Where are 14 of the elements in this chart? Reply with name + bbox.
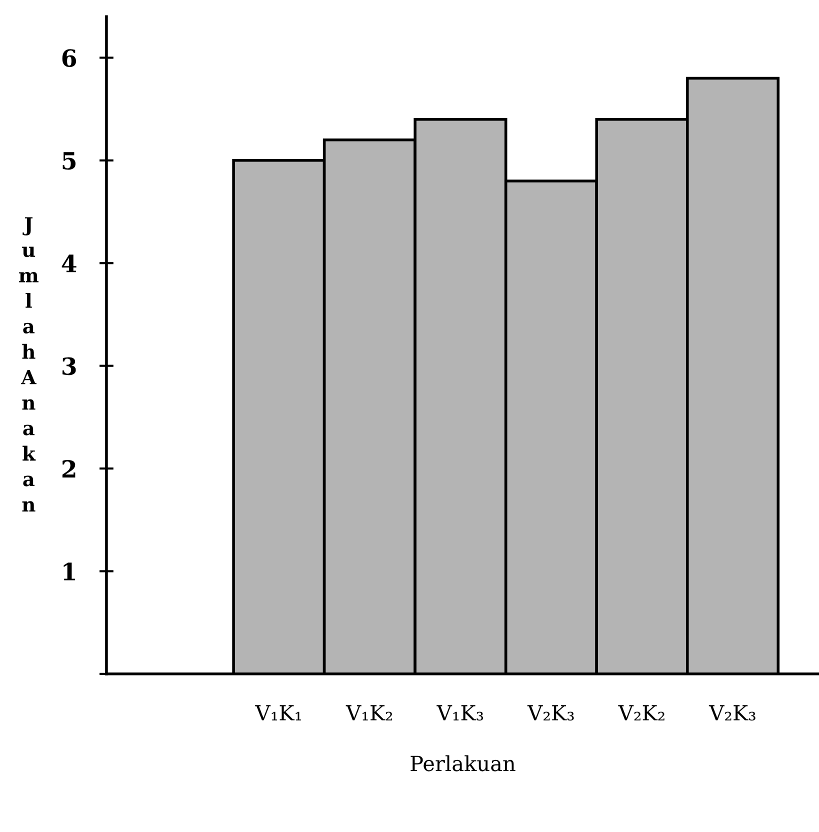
y-tick-label: 4 xyxy=(62,254,76,272)
x-tick-label: V₁K₁ xyxy=(255,705,301,720)
x-tick-label: V₂K₂ xyxy=(618,705,664,720)
x-tick-label: V₂K₃ xyxy=(708,705,756,721)
x-tick-label: V₁K₃ xyxy=(436,705,484,721)
y-tick-label: 2 xyxy=(62,460,76,478)
x-axis-title: Perlakuan xyxy=(410,755,516,772)
y-tick-label: 1 xyxy=(64,562,75,580)
text: Jumlah Anakan xyxy=(19,217,39,512)
y-tick-label: 6 xyxy=(62,49,76,68)
y-tick-label: 5 xyxy=(62,152,76,170)
x-tick-label: V₁K₂ xyxy=(346,705,392,720)
y-tick-label: 3 xyxy=(62,357,76,376)
x-tick-label: V₂K₃ xyxy=(527,705,574,721)
